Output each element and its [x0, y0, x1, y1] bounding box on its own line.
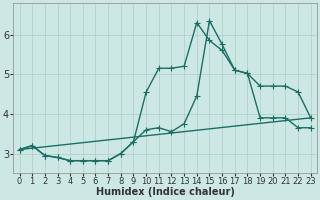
X-axis label: Humidex (Indice chaleur): Humidex (Indice chaleur): [96, 187, 235, 197]
